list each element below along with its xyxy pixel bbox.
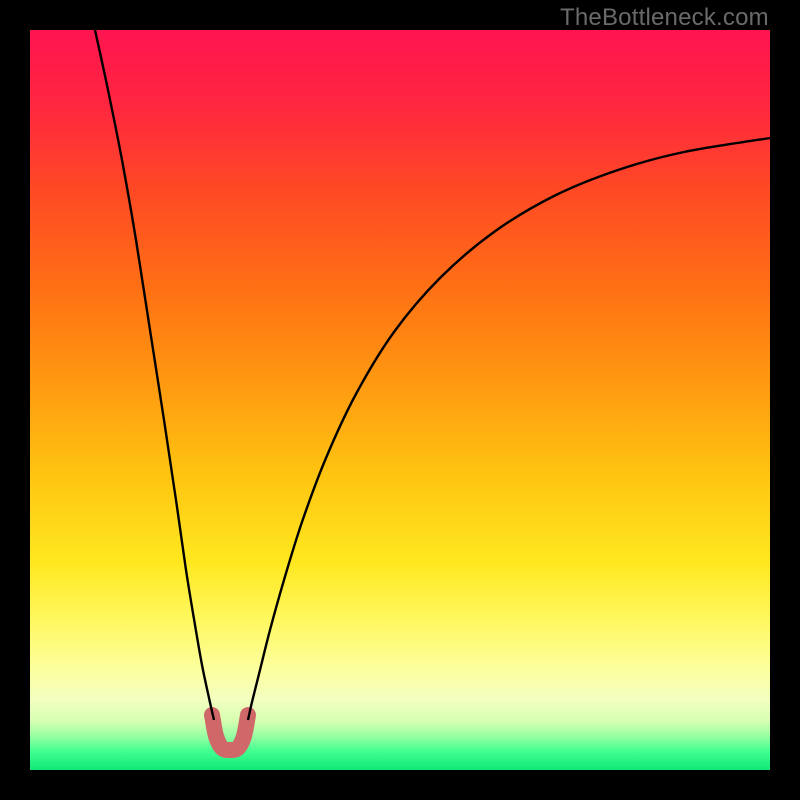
frame-border-left <box>0 0 30 800</box>
bottleneck-chart <box>0 0 800 800</box>
frame-border-bottom <box>0 770 800 800</box>
watermark-text: TheBottleneck.com <box>560 4 769 32</box>
gradient-background <box>30 30 770 770</box>
frame-border-right <box>770 0 800 800</box>
